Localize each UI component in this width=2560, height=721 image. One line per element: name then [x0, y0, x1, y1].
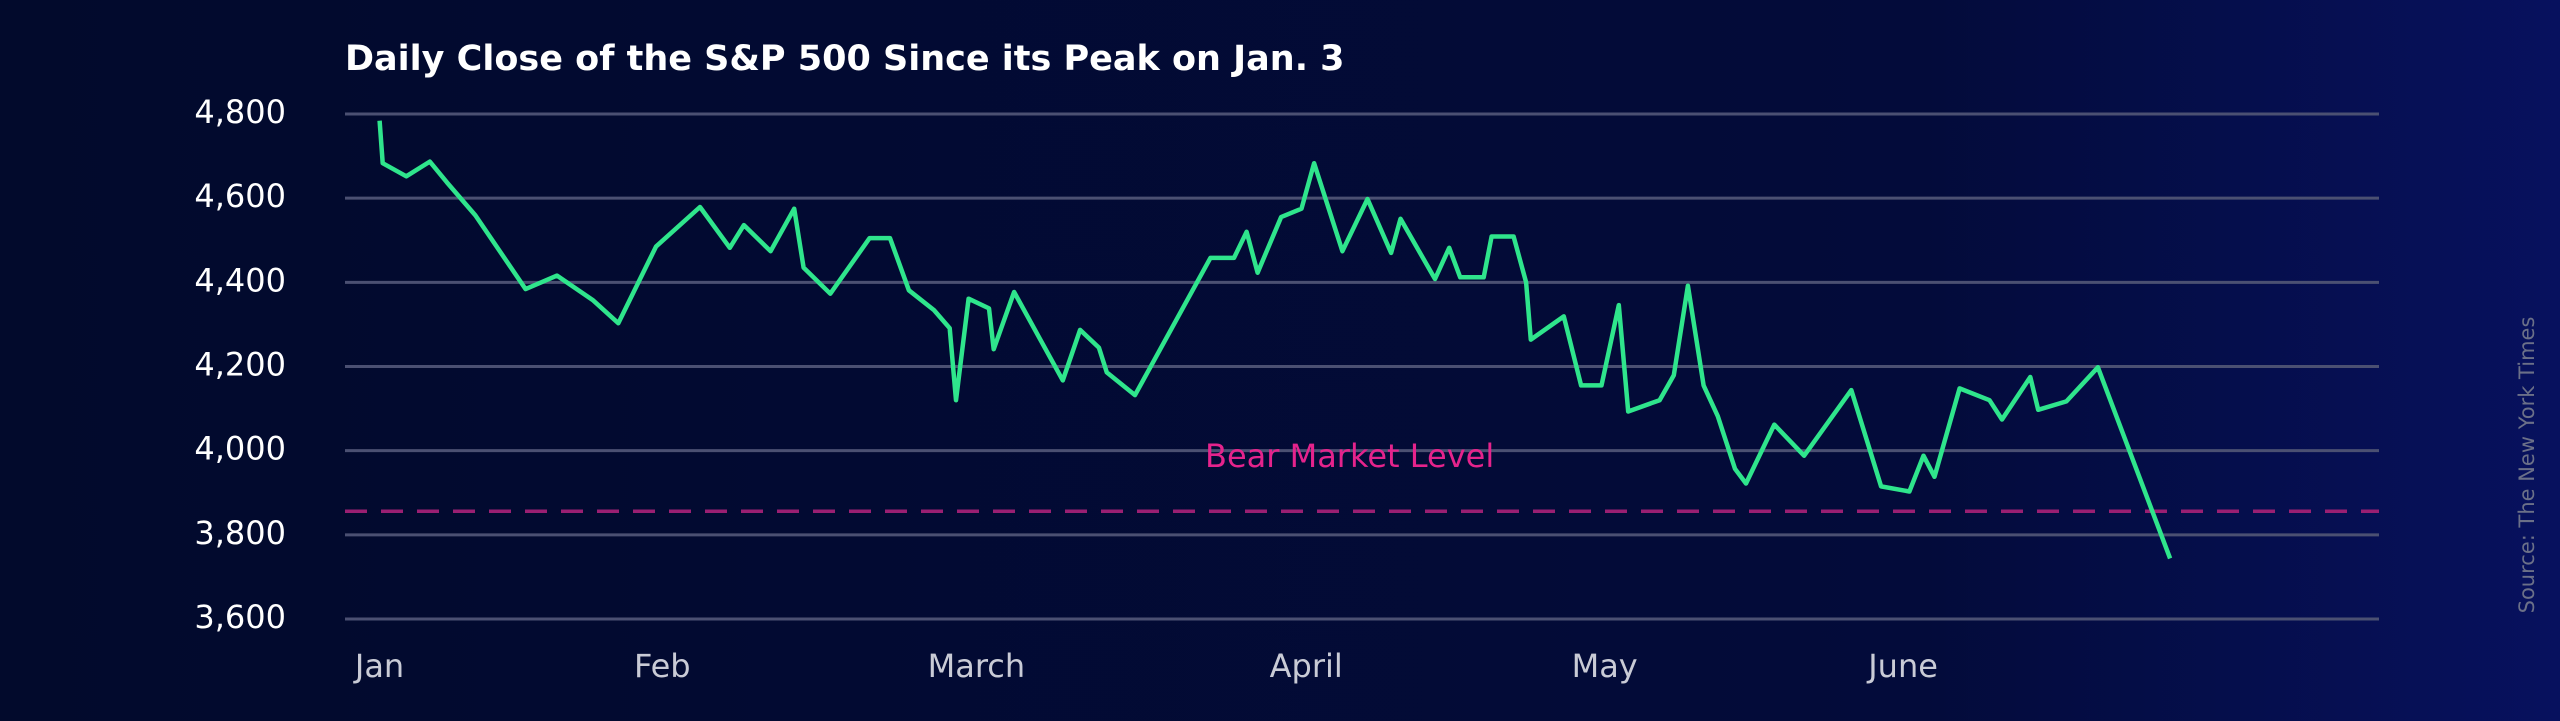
data-line — [377, 120, 2173, 560]
x-tick-label: April — [1270, 647, 1343, 685]
chart-title: Daily Close of the S&P 500 Since its Pea… — [345, 39, 1345, 79]
reference-label: Bear Market Level — [1205, 437, 1494, 475]
x-tick-label: March — [928, 647, 1026, 685]
x-tick-label: Jan — [353, 647, 404, 685]
x-tick-label: Feb — [634, 647, 691, 685]
x-tick-label: May — [1572, 647, 1638, 685]
y-tick-label: 3,600 — [194, 598, 286, 636]
source: Source: The New York Times — [2515, 317, 2539, 614]
y-tick-label: 4,600 — [194, 177, 286, 215]
x-tick-label: June — [1866, 647, 1938, 685]
y-tick-label: 4,200 — [194, 346, 286, 384]
y-tick-label: 3,800 — [194, 514, 286, 552]
y-tick-label: 4,400 — [194, 261, 286, 299]
y-tick-label: 4,800 — [194, 93, 286, 131]
y-tick-label: 4,000 — [194, 430, 286, 468]
